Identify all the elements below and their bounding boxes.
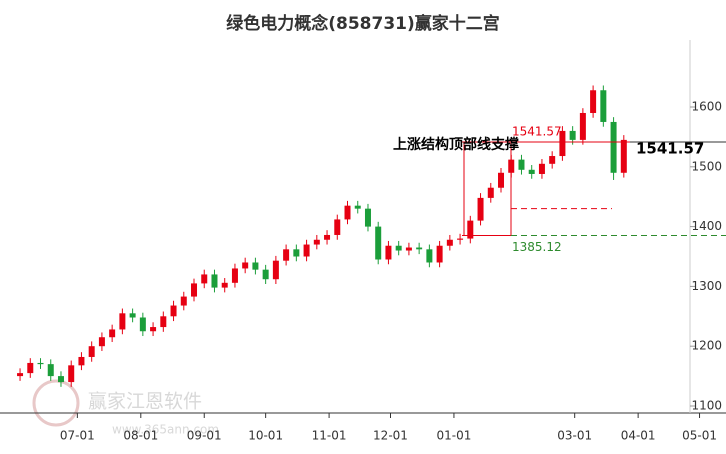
candle-body xyxy=(385,245,392,260)
candle-body xyxy=(242,262,249,269)
x-tick-label: 08-01 xyxy=(123,429,158,443)
x-tick-label: 10-01 xyxy=(248,429,283,443)
candle-body xyxy=(139,317,146,332)
level-label: 1385.12 xyxy=(512,240,562,254)
x-tick-label: 04-01 xyxy=(621,429,656,443)
candle-body xyxy=(27,362,34,374)
candle-body xyxy=(180,296,187,306)
candle-body xyxy=(160,316,167,328)
watermark: 赢家江恩软件 xyxy=(88,391,202,413)
candle-body xyxy=(620,139,627,173)
candle-body xyxy=(569,130,576,140)
candle-body xyxy=(201,274,208,284)
candle-body xyxy=(47,364,54,377)
x-tick-label: 09-01 xyxy=(187,429,222,443)
candle-body xyxy=(416,247,423,250)
candle-body xyxy=(334,219,341,235)
candle-body xyxy=(538,163,545,174)
candle-body xyxy=(477,197,484,221)
candle-body xyxy=(272,260,279,280)
candle-body xyxy=(457,238,464,240)
candle-body xyxy=(129,313,136,318)
candle-body xyxy=(37,362,44,365)
y-tick-label: 1500 xyxy=(691,159,722,173)
x-tick-label: 05-01 xyxy=(682,429,717,443)
watermark-url: www.365ann.com xyxy=(112,423,219,437)
candle-body xyxy=(211,274,218,288)
x-tick-label: 12-01 xyxy=(373,429,408,443)
candle-body xyxy=(313,239,320,245)
candle-body xyxy=(98,337,105,347)
level-label-big: 1541.57 xyxy=(636,139,704,157)
x-tick-label: 03-01 xyxy=(557,429,592,443)
y-tick-label: 1400 xyxy=(691,219,722,233)
candle-body xyxy=(364,208,371,227)
candle-body xyxy=(610,121,617,173)
y-tick-label: 1600 xyxy=(691,100,722,114)
candle-body xyxy=(283,249,290,261)
candle-body xyxy=(549,156,556,164)
candle-body xyxy=(170,305,177,317)
candle-body xyxy=(528,169,535,174)
annotation: 上涨结构顶部线支撑 xyxy=(393,136,519,153)
candle-body xyxy=(446,239,453,246)
candle-body xyxy=(303,244,310,257)
candle-body xyxy=(405,247,412,251)
candle-body xyxy=(262,269,269,280)
candle-body xyxy=(375,226,382,260)
candle-body xyxy=(150,327,157,332)
candle-body xyxy=(498,172,505,188)
candle-body xyxy=(487,187,494,198)
candle-body xyxy=(119,313,126,330)
candle-body xyxy=(559,130,566,157)
y-tick-label: 1200 xyxy=(691,339,722,353)
candle-body xyxy=(579,112,586,140)
y-tick-label: 1300 xyxy=(691,279,722,293)
x-tick-label: 11-01 xyxy=(312,429,347,443)
x-tick-label: 01-01 xyxy=(436,429,471,443)
candle-body xyxy=(78,356,85,366)
candle-body xyxy=(395,245,402,251)
chart-title: 绿色电力概念(858731)赢家十二宫 xyxy=(226,13,500,34)
candle-body xyxy=(68,365,75,383)
candle-body xyxy=(231,268,238,283)
y-tick-label: 1100 xyxy=(691,399,722,413)
candle-body xyxy=(252,262,259,270)
candle-body xyxy=(57,376,64,383)
candle-body xyxy=(436,245,443,263)
candle-body xyxy=(590,90,597,113)
candle-body xyxy=(221,282,228,288)
candle-body xyxy=(88,346,95,357)
candle-body xyxy=(17,373,24,377)
candle-body xyxy=(109,329,116,338)
candle-body xyxy=(426,249,433,263)
candle-body xyxy=(600,90,607,122)
watermark-logo xyxy=(32,379,80,427)
candle-body xyxy=(467,220,474,239)
candle-body xyxy=(354,205,361,209)
candle-body xyxy=(293,249,300,257)
candle-body xyxy=(518,159,525,170)
level-label: 1541.57 xyxy=(512,124,562,138)
candle-body xyxy=(191,283,198,297)
x-tick-label: 07-01 xyxy=(60,429,95,443)
candle-body xyxy=(344,205,351,220)
candle-body xyxy=(324,234,331,240)
